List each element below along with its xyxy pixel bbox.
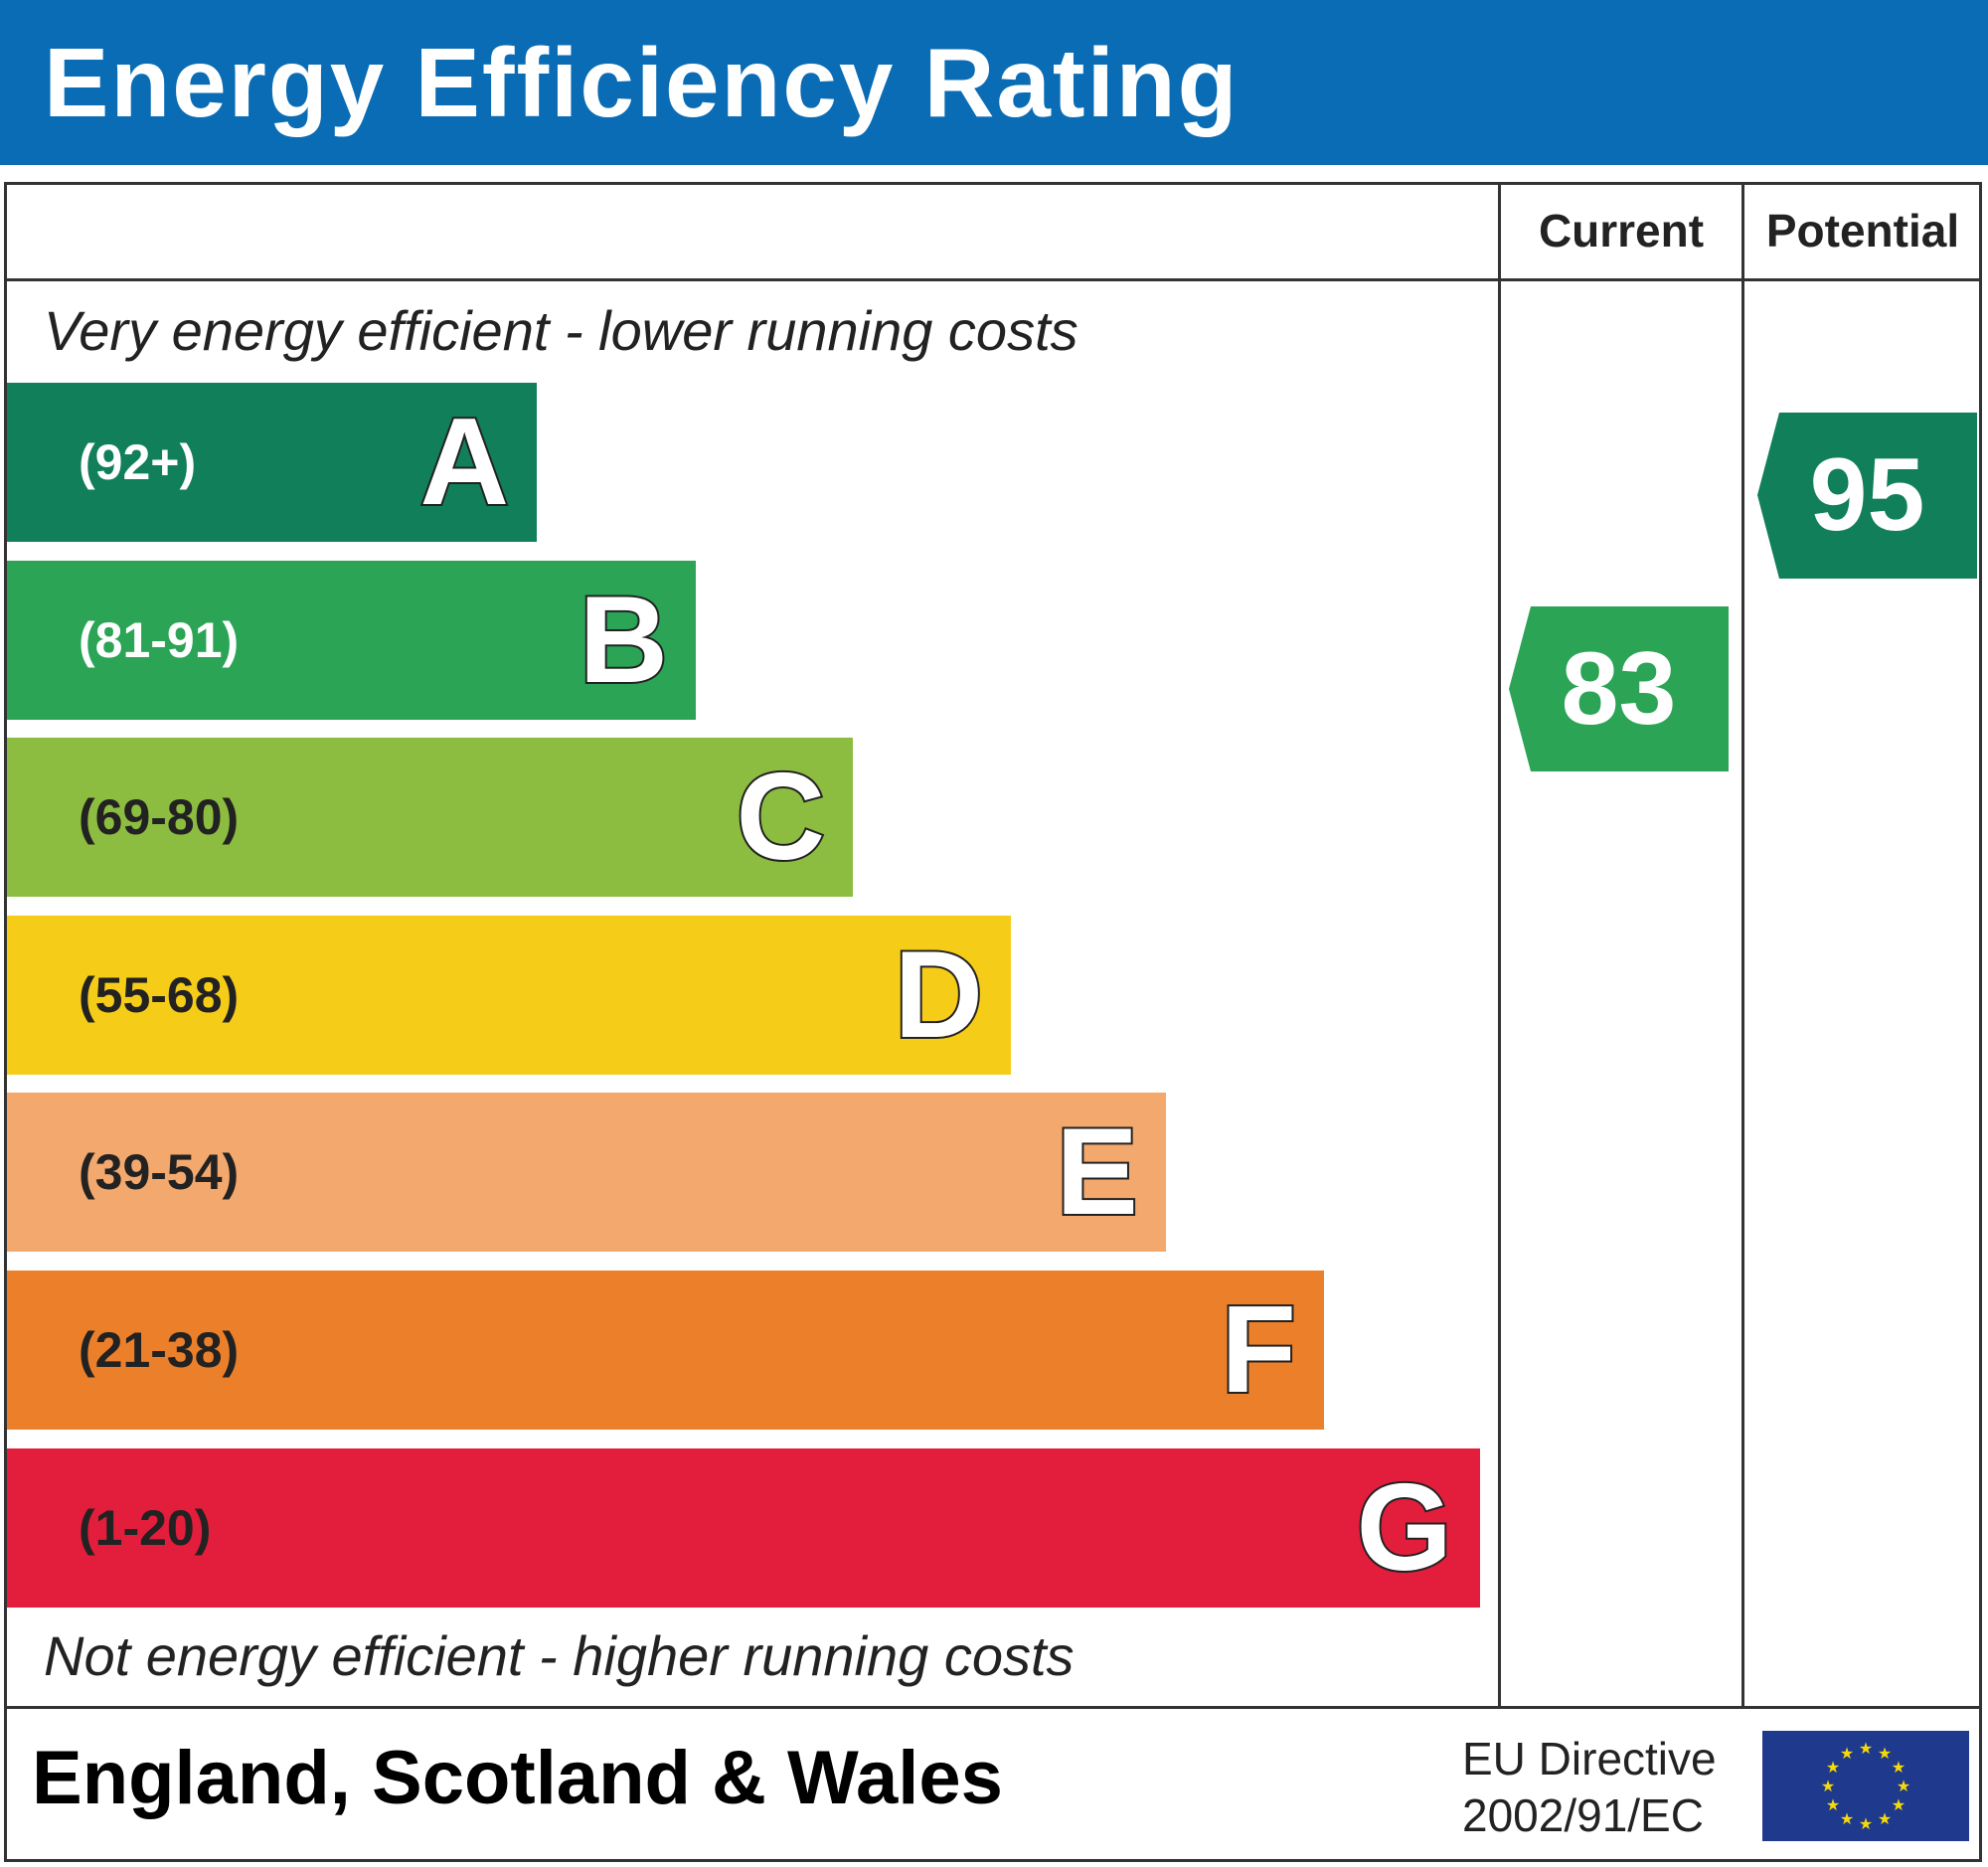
eu-star-icon: ★ [1840, 1746, 1854, 1763]
eu-star-icon: ★ [1840, 1811, 1854, 1828]
rating-range-label: (39-54) [79, 1144, 240, 1201]
chart-title: Energy Efficiency Rating [44, 28, 1240, 137]
rating-range-label: (21-38) [79, 1322, 240, 1378]
rating-band-letter: G [1355, 1457, 1454, 1599]
region-label: England, Scotland & Wales [32, 1736, 1003, 1820]
potential-column-divider [1741, 182, 1744, 1708]
rating-range-label: (1-20) [79, 1499, 212, 1556]
eu-star-icon: ★ [1897, 1779, 1910, 1795]
footer-divider [4, 1706, 1982, 1709]
rating-table [4, 182, 1982, 1862]
rating-bar-g: (1-20) G [7, 1447, 1480, 1608]
current-rating-arrow: 83 [1509, 605, 1729, 772]
rating-bar-e: (39-54) E [7, 1093, 1166, 1253]
rating-band-letter: C [734, 747, 827, 888]
eu-star-icon: ★ [1892, 1797, 1905, 1814]
eu-star-icon: ★ [1878, 1811, 1892, 1828]
eu-star-icon: ★ [1878, 1746, 1892, 1763]
rating-range-label: (92+) [79, 434, 197, 490]
current-column-divider [1498, 182, 1501, 1708]
potential-rating-value: 95 [1809, 437, 1925, 553]
rating-range-label: (81-91) [79, 611, 240, 668]
rating-band-letter: B [577, 570, 670, 711]
header-row-divider [4, 278, 1982, 281]
current-rating-value: 83 [1561, 630, 1677, 747]
rating-bar-b: (81-91) B [7, 560, 696, 720]
rating-band-letter: F [1219, 1279, 1298, 1421]
eu-star-icon: ★ [1821, 1779, 1835, 1795]
eu-star-icon: ★ [1826, 1797, 1840, 1814]
eu-flag-icon: ★ ★★★★★★★★★★★ [1762, 1731, 1969, 1841]
eu-directive-label: EU Directive [1462, 1733, 1717, 1784]
rating-bar-a: (92+) A [7, 383, 537, 542]
column-header-current: Current [1538, 205, 1705, 256]
rating-band-letter: A [417, 392, 511, 533]
rating-band-letter: D [892, 925, 985, 1066]
rating-bar-d: (55-68) D [7, 915, 1011, 1075]
eu-star-icon: ★ [1826, 1760, 1840, 1777]
eu-star-icon: ★ [1892, 1760, 1905, 1777]
potential-rating-arrow: 95 [1757, 413, 1977, 579]
bottom-note: Not energy efficient - higher running co… [44, 1624, 1075, 1687]
eu-star-icon: ★ [1859, 1741, 1873, 1758]
header-bar: Energy Efficiency Rating [0, 0, 1988, 165]
rating-range-label: (55-68) [79, 966, 240, 1023]
eu-star-icon: ★ [1859, 1816, 1873, 1833]
eu-directive-number: 2002/91/EC [1462, 1789, 1704, 1841]
column-header-potential: Potential [1765, 205, 1960, 256]
rating-band-letter: E [1054, 1102, 1140, 1243]
current-arrow-shape [1509, 605, 1729, 771]
rating-range-label: (69-80) [79, 789, 240, 846]
top-note: Very energy efficient - lower running co… [44, 299, 1078, 362]
rating-bar-c: (69-80) C [7, 738, 853, 898]
potential-arrow-shape [1757, 413, 1977, 579]
rating-bar-f: (21-38) F [7, 1271, 1324, 1430]
